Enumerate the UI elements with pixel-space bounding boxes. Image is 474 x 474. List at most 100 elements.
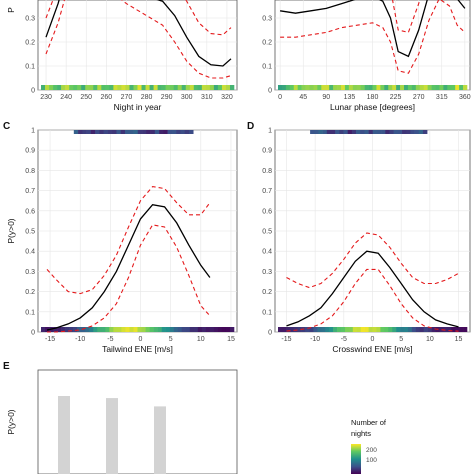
strip-cell: [184, 130, 190, 134]
legend-title-line1: Number of: [351, 418, 387, 427]
x-tick-label: 45: [299, 94, 307, 101]
strip-cell: [364, 130, 369, 134]
x-tick-label: 270: [121, 94, 133, 101]
panel-letter: C: [3, 121, 10, 132]
strip-cell: [141, 327, 146, 332]
strip-cell: [396, 85, 401, 90]
strip-cell: [61, 327, 66, 332]
x-tick-label: 10: [426, 336, 434, 343]
strip-cell: [229, 327, 235, 332]
strip-cell: [101, 327, 106, 332]
strip-cell: [344, 327, 350, 332]
strip-cell: [125, 327, 130, 332]
strip-cell: [117, 327, 122, 332]
fit-line: [46, 203, 211, 331]
strip-cell: [317, 85, 322, 90]
strip-cell: [463, 327, 468, 332]
y-tick-label: 0.3: [25, 269, 35, 276]
strip-cell: [381, 130, 386, 134]
strip-cell: [177, 85, 183, 90]
y-tick-label: 0.7: [262, 188, 272, 195]
strip-cell: [167, 130, 173, 134]
x-tick-label: -5: [341, 336, 347, 343]
strip-cell: [285, 85, 291, 90]
strip-cell: [78, 130, 83, 134]
strip-cell: [278, 85, 283, 90]
x-tick-label: 5: [399, 336, 403, 343]
x-tick-label: 10: [197, 336, 205, 343]
y-tick-label: 0.4: [25, 249, 35, 256]
strip-cell: [368, 85, 373, 90]
strip-cell: [201, 85, 207, 90]
strip-cell: [105, 327, 110, 332]
fit-line: [286, 250, 459, 328]
strip-cell: [422, 130, 428, 134]
x-tick-label: -15: [45, 336, 55, 343]
strip-cell: [171, 130, 177, 134]
strip-cell: [159, 130, 164, 134]
y-tick-label: 0.2: [25, 40, 35, 47]
strip-cell: [459, 85, 464, 90]
strip-cell: [163, 130, 168, 134]
strip-cell: [333, 85, 338, 90]
strip-cell: [305, 327, 310, 332]
strip-cell: [348, 85, 354, 90]
strip-cell: [129, 327, 134, 332]
strip-cell: [297, 85, 302, 90]
strip-cell: [439, 85, 444, 90]
strip-cell: [129, 130, 134, 134]
strip-cell: [137, 85, 142, 90]
y-tick-label: 0.1: [262, 64, 272, 71]
strip-cell: [402, 130, 407, 134]
strip-cell: [180, 130, 185, 134]
strip-cell: [101, 85, 106, 90]
strip-cell: [392, 327, 397, 332]
strip-cell: [133, 85, 138, 90]
strip-cell: [314, 130, 319, 134]
y-tick-label: 0.1: [25, 309, 35, 316]
strip-cell: [356, 85, 361, 90]
strip-cell: [97, 85, 102, 90]
strip-cell: [189, 327, 195, 332]
strip-cell: [289, 327, 295, 332]
ci-lower-line: [286, 268, 459, 332]
strip-cell: [69, 85, 74, 90]
y-tick-label: 0: [268, 88, 272, 95]
strip-cell: [176, 130, 181, 134]
panel-letter: D: [247, 121, 254, 132]
x-tick-label: -15: [281, 336, 291, 343]
strip-cell: [82, 130, 87, 134]
strip-cell: [229, 85, 235, 90]
y-tick-label: 0: [268, 330, 272, 337]
strip-cell: [330, 130, 336, 134]
strip-cell: [317, 327, 322, 332]
strip-cell: [86, 130, 92, 134]
strip-cell: [376, 327, 381, 332]
strip-cell: [120, 130, 126, 134]
strip-cell: [411, 85, 417, 90]
strip-cell: [281, 327, 287, 332]
x-tick-label: -10: [310, 336, 320, 343]
strip-cell: [205, 85, 211, 90]
strip-cell: [321, 85, 326, 90]
strip-cell: [431, 85, 436, 90]
strip-cell: [73, 327, 78, 332]
strip-cell: [410, 130, 415, 134]
strip-cell: [289, 85, 295, 90]
strip-cell: [116, 130, 122, 134]
y-tick-label: 0.2: [262, 40, 272, 47]
strip-cell: [185, 85, 191, 90]
strip-cell: [225, 85, 231, 90]
strip-cell: [423, 327, 428, 332]
strip-cell: [53, 85, 58, 90]
strip-cell: [451, 327, 456, 332]
strip-cell: [173, 85, 179, 90]
x-tick-label: 270: [413, 94, 425, 101]
x-tick-label: 230: [40, 94, 52, 101]
x-tick-label: 315: [436, 94, 448, 101]
strip-cell: [193, 327, 199, 332]
strip-cell: [406, 130, 411, 134]
strip-cell: [197, 327, 203, 332]
strip-cell: [41, 85, 46, 90]
strip-cell: [309, 327, 314, 332]
